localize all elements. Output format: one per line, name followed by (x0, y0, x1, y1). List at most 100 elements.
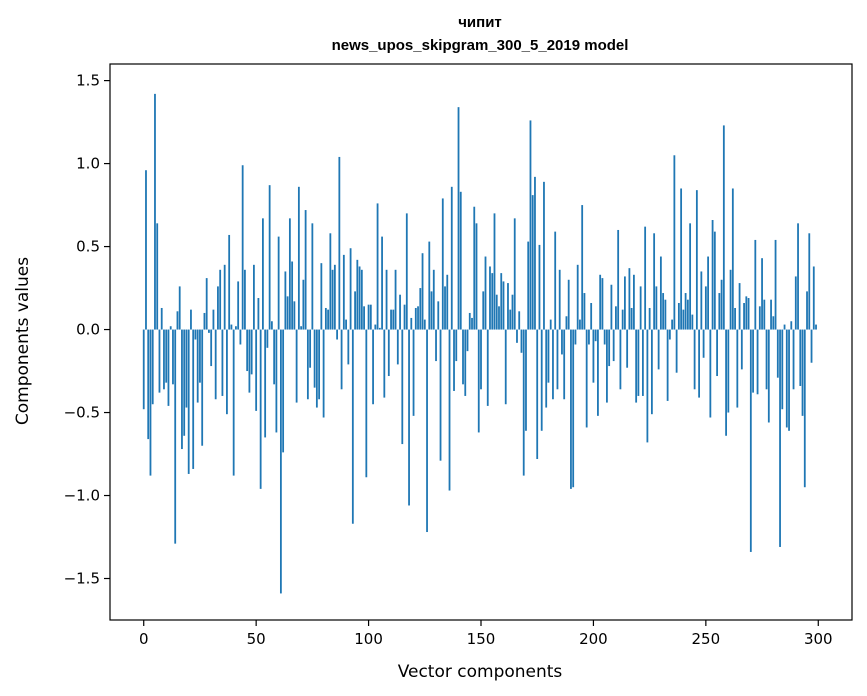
bar-192 (574, 329, 577, 345)
bar-137 (450, 186, 453, 330)
bar-183 (554, 231, 557, 330)
bar-131 (437, 301, 440, 330)
bar-146 (471, 317, 473, 330)
bar-63 (284, 271, 287, 330)
bar-220 (637, 329, 640, 396)
bar-107 (383, 329, 386, 398)
bar-142 (462, 329, 464, 385)
bar-185 (558, 269, 561, 330)
bar-34 (219, 269, 222, 330)
bar-230 (659, 256, 662, 330)
bar-292 (799, 329, 802, 386)
bar-228 (655, 286, 658, 330)
bar-216 (628, 268, 631, 330)
bar-19 (185, 329, 188, 408)
bar-273 (756, 329, 759, 395)
bar-276 (763, 299, 766, 330)
bar-227 (653, 233, 656, 330)
bar-226 (650, 329, 653, 415)
bar-121 (414, 307, 417, 330)
bar-187 (563, 329, 566, 400)
bar-162 (507, 283, 509, 330)
bar-282 (776, 329, 779, 378)
bar-48 (250, 329, 253, 375)
bar-1 (145, 170, 147, 330)
bar-148 (475, 223, 478, 330)
y-tick-label: −1.5 (64, 570, 100, 588)
bar-262 (731, 188, 734, 330)
bar-4 (151, 329, 154, 405)
bar-124 (421, 253, 424, 330)
bar-156 (493, 213, 496, 330)
bar-280 (772, 316, 775, 330)
bar-7 (158, 329, 161, 393)
bar-130 (435, 329, 437, 362)
bar-287 (788, 329, 790, 431)
x-tick-label: 250 (692, 630, 721, 648)
bar-82 (327, 309, 329, 330)
bar-103 (374, 324, 377, 330)
bar-266 (740, 329, 743, 370)
bar-72 (304, 210, 307, 330)
bar-247 (698, 329, 700, 398)
bar-116 (403, 304, 406, 330)
bar-99 (365, 329, 368, 478)
bar-110 (390, 309, 392, 330)
bar-229 (657, 329, 660, 370)
bar-46 (246, 329, 249, 372)
bar-78 (318, 329, 321, 400)
bar-250 (704, 286, 707, 330)
bar-132 (439, 329, 442, 461)
bar-25 (199, 329, 201, 383)
bar-140 (457, 107, 460, 330)
bar-52 (259, 329, 262, 489)
bar-8 (160, 307, 163, 330)
bar-141 (459, 191, 462, 330)
bar-112 (394, 269, 397, 330)
y-tick-label: 1.0 (76, 155, 100, 173)
bar-173 (531, 195, 534, 330)
bar-119 (410, 317, 413, 330)
bar-21 (190, 309, 192, 330)
bar-180 (547, 329, 550, 383)
bar-12 (169, 326, 172, 330)
bar-92 (349, 248, 352, 330)
bar-214 (624, 276, 626, 330)
bar-205 (603, 329, 606, 345)
bar-231 (662, 293, 665, 330)
bar-298 (812, 266, 815, 330)
bar-122 (417, 306, 419, 330)
bar-263 (734, 307, 736, 330)
bar-6 (156, 223, 159, 330)
bar-10 (165, 329, 168, 383)
bar-75 (311, 223, 314, 330)
bar-64 (286, 296, 289, 330)
bar-80 (322, 329, 325, 418)
bar-45 (244, 269, 246, 330)
bar-170 (525, 329, 527, 431)
bar-68 (295, 329, 298, 403)
bar-201 (594, 329, 597, 342)
bar-267 (743, 303, 745, 330)
bar-59 (275, 329, 278, 433)
bar-188 (565, 316, 568, 330)
bar-195 (581, 205, 584, 330)
bar-248 (700, 271, 703, 330)
bar-275 (761, 258, 763, 330)
bar-197 (585, 329, 588, 428)
bar-95 (356, 259, 359, 330)
bar-186 (561, 329, 563, 355)
bar-202 (597, 329, 599, 416)
bar-2 (147, 329, 150, 440)
bar-79 (320, 263, 323, 330)
y-tick-label: −0.5 (64, 404, 100, 422)
bar-111 (392, 309, 395, 330)
bar-15 (176, 311, 179, 330)
bar-157 (495, 294, 498, 330)
bar-86 (336, 329, 338, 340)
bar-22 (192, 329, 195, 469)
bar-77 (315, 329, 318, 408)
bar-172 (529, 120, 532, 330)
bar-288 (790, 321, 793, 330)
bar-3 (149, 329, 152, 476)
